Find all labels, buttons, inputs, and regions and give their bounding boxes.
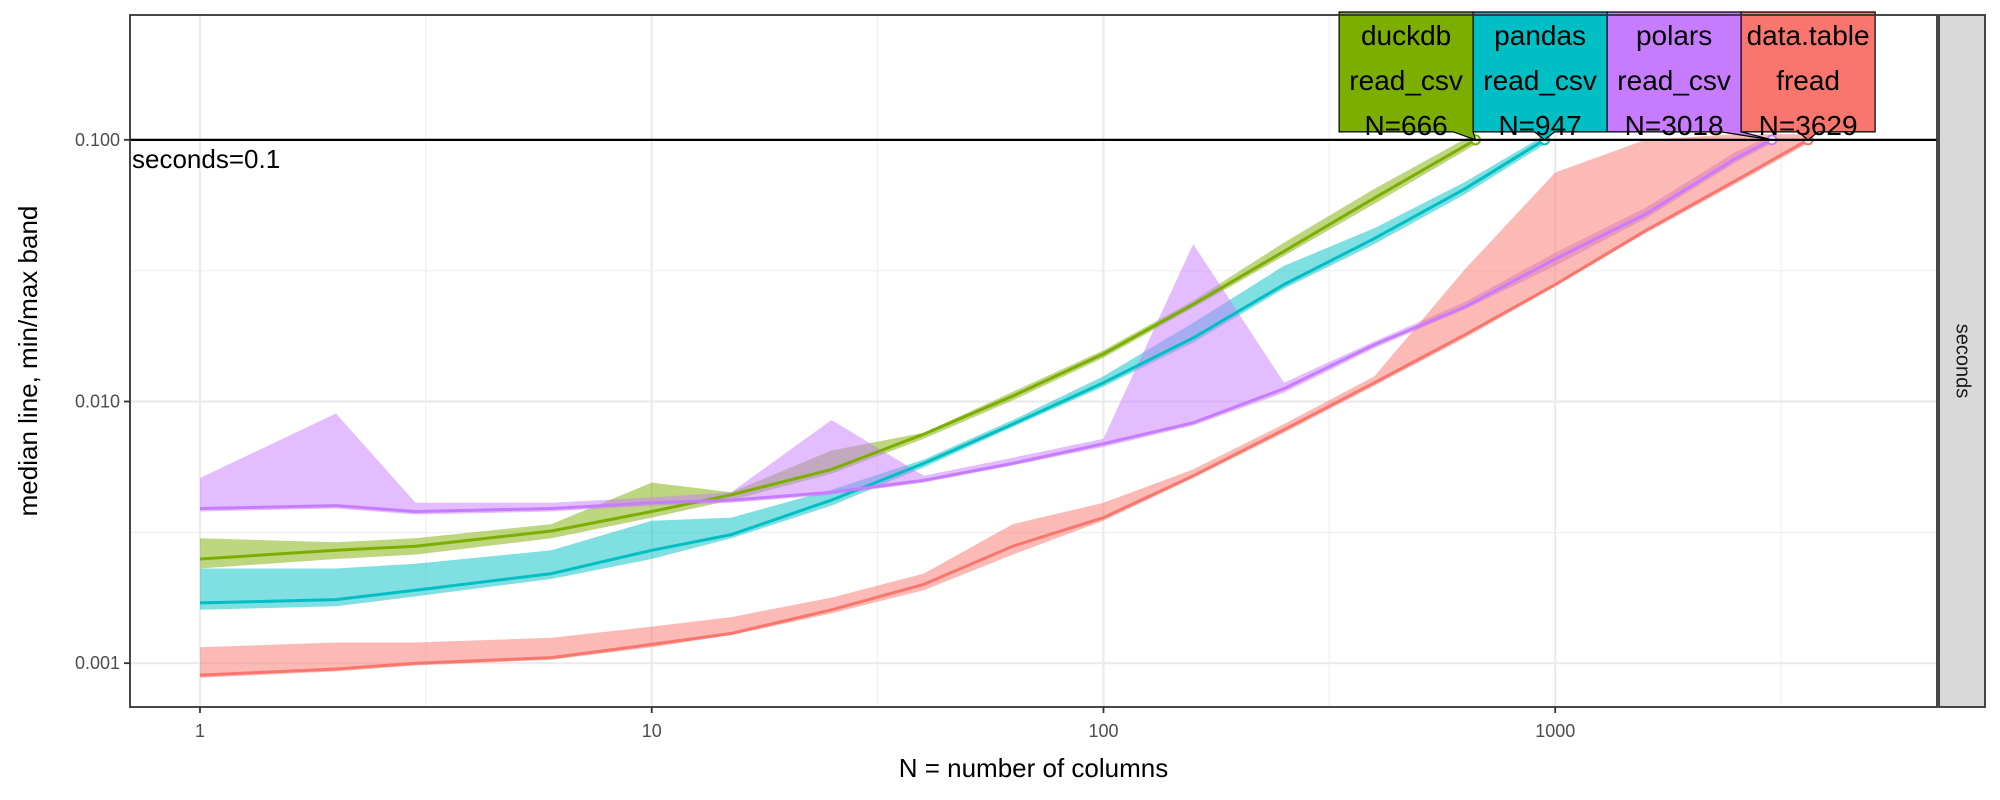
facet-strip-background (1938, 14, 1986, 708)
axes: 0.001 0.010 0.100 1 10 100 1000 (75, 14, 1938, 741)
series-label-line: polars (1636, 20, 1712, 51)
series-label-line: read_csv (1349, 65, 1463, 96)
y-tick-label: 0.010 (75, 392, 120, 412)
median-line-pandas-read-csv (199, 138, 1546, 605)
x-tick-label: 100 (1088, 721, 1118, 741)
y-axis-title: median line, min/max band (13, 206, 43, 517)
facet-strip-label: seconds (1952, 324, 1974, 399)
series-label-line: data.table (1747, 20, 1870, 51)
median-line-data-table-fread (199, 138, 1809, 677)
band-data-table-fread (200, 134, 1809, 678)
series-label-line: N=666 (1364, 110, 1447, 141)
reference-line-group: seconds=0.1 (130, 138, 1937, 174)
x-tick-label: 1 (195, 721, 205, 741)
reference-line-label: seconds=0.1 (132, 144, 280, 174)
series-label-box (1740, 11, 1876, 141)
median-line-polars-read-csv (199, 138, 1773, 513)
x-tick-label: 1000 (1535, 721, 1575, 741)
panel-border (129, 14, 1938, 708)
x-axis-title: N = number of columns (899, 753, 1169, 783)
y-tick-label: 0.100 (75, 130, 120, 150)
series-label-line: duckdb (1361, 20, 1451, 51)
series-label-line: read_csv (1617, 65, 1731, 96)
series-label-line: N=947 (1498, 110, 1581, 141)
series-label-data-table-fread: data.table fread N=3629 (1740, 11, 1876, 141)
series-label-line: N=3629 (1759, 110, 1858, 141)
series-label-duckdb-read-csv: duckdb read_csv N=666 (1338, 11, 1477, 141)
bands (200, 133, 1809, 678)
series-label-line: N=3018 (1625, 110, 1724, 141)
facet-strip: seconds (1938, 14, 1986, 708)
x-tick-label: 10 (642, 721, 662, 741)
series-label-pandas-read-csv: pandas read_csv N=947 (1472, 11, 1608, 141)
band-polars-read-csv (200, 135, 1772, 515)
median-line-duckdb-read-csv (199, 138, 1477, 561)
series-label-line: read_csv (1483, 65, 1597, 96)
series-label-line: pandas (1494, 20, 1586, 51)
series-labels: duckdb read_csv N=666 pandas read_csv N=947 po… (1338, 11, 1876, 141)
y-tick-label: 0.001 (75, 653, 120, 673)
series-label-line: fread (1776, 65, 1840, 96)
